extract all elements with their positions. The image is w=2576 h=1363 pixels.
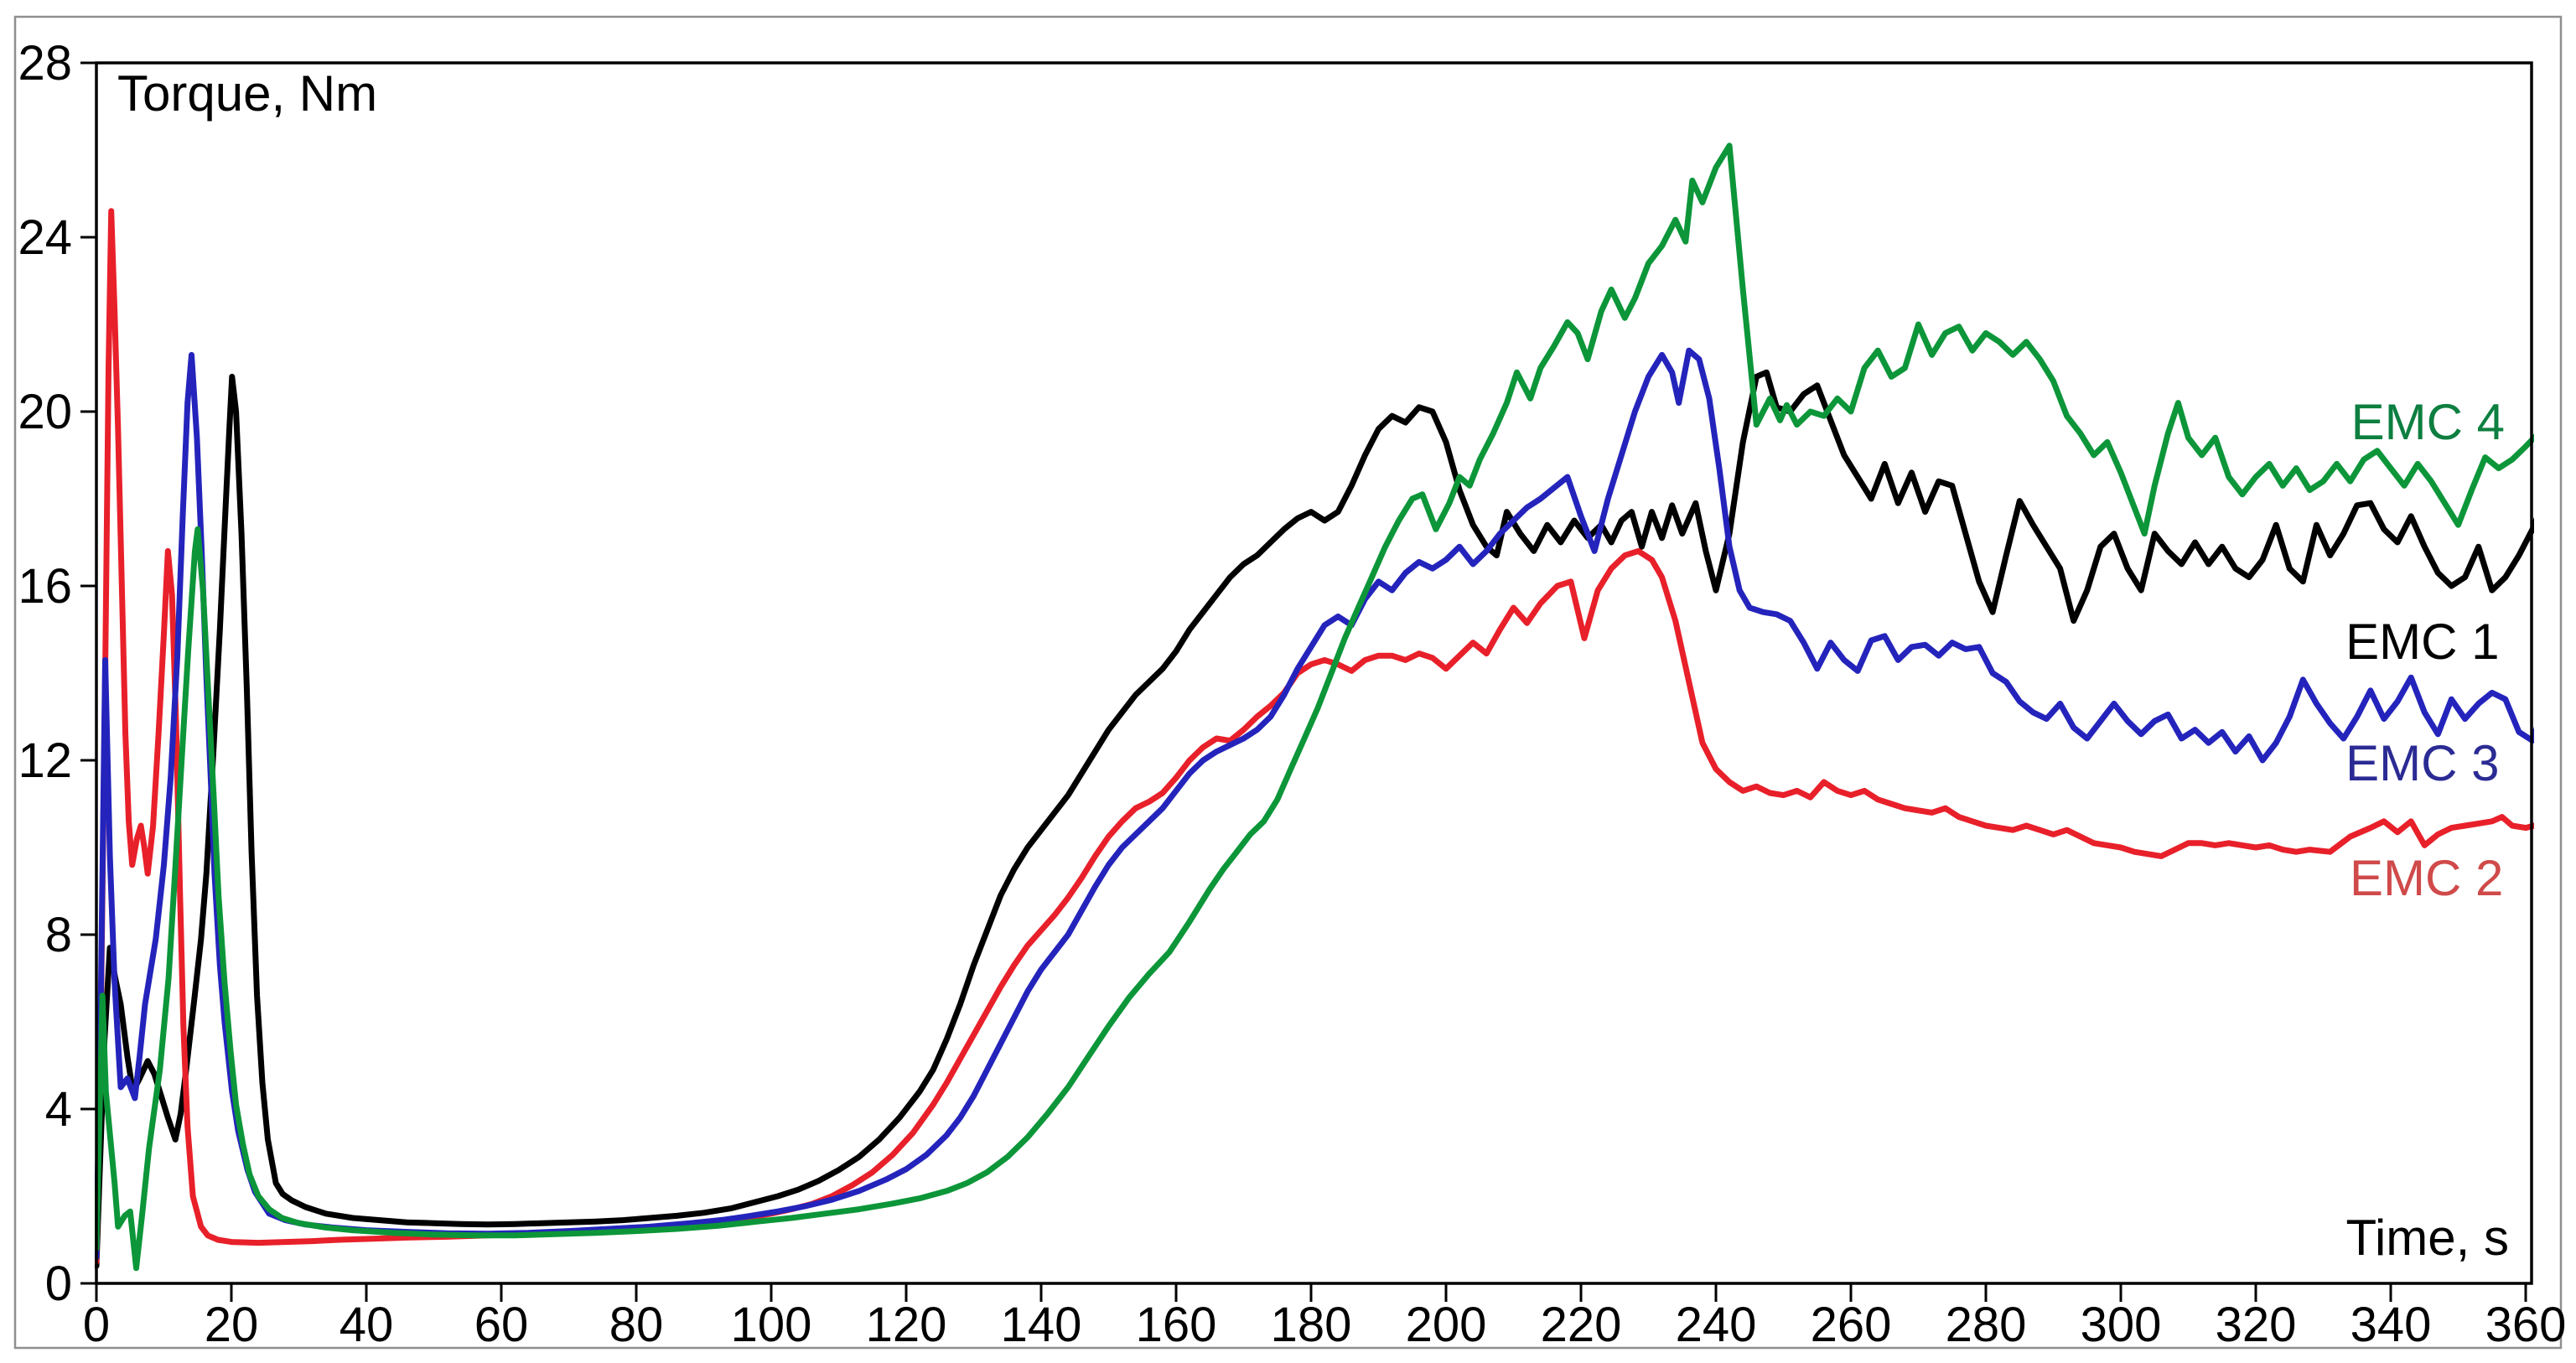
series-curves (95, 143, 2534, 1272)
series-line-emc-4 (95, 143, 2534, 1272)
y-tick-label: 16 (18, 559, 72, 614)
x-tick-label: 360 (2485, 1298, 2567, 1352)
x-tick-label: 100 (731, 1298, 812, 1352)
x-tick-label: 260 (1811, 1298, 1892, 1352)
x-tick-label: 200 (1406, 1298, 1487, 1352)
x-tick-label: 240 (1676, 1298, 1757, 1352)
x-tick-label: 300 (2081, 1298, 2162, 1352)
y-axis-unit-label: Torque, Nm (117, 65, 377, 122)
series-label-emc2: EMC 2 (2350, 850, 2503, 906)
x-tick-label: 20 (205, 1298, 259, 1352)
x-tick-label: 180 (1271, 1298, 1352, 1352)
x-tick-label: 80 (609, 1298, 664, 1352)
y-tick-label: 4 (45, 1082, 72, 1137)
y-tick-label: 24 (18, 210, 72, 265)
y-tick-label: 20 (18, 385, 72, 439)
x-tick-label: 280 (1946, 1298, 2027, 1352)
axis-ticks (80, 61, 2527, 1302)
series-line-emc-2 (95, 208, 2534, 1265)
y-tick-label: 28 (18, 36, 72, 91)
x-tick-label: 140 (1001, 1298, 1082, 1352)
series-label-emc4: EMC 4 (2351, 394, 2505, 450)
x-tick-label: 340 (2351, 1298, 2432, 1352)
plot-frame (95, 61, 2533, 1285)
y-tick-label: 12 (18, 733, 72, 788)
x-tick-label: 120 (866, 1298, 947, 1352)
x-tick-label: 0 (83, 1298, 110, 1352)
x-tick-label: 320 (2216, 1298, 2297, 1352)
x-tick-label: 220 (1541, 1298, 1622, 1352)
series-label-emc1: EMC 1 (2345, 614, 2499, 670)
y-tick-label: 8 (45, 908, 72, 962)
x-tick-label: 160 (1136, 1298, 1217, 1352)
series-line-emc-1 (95, 369, 2534, 1269)
series-label-emc3: EMC 3 (2345, 735, 2499, 791)
y-tick-label: 0 (45, 1257, 72, 1311)
x-axis-unit-label: Time, s (2346, 1210, 2509, 1266)
x-tick-label: 60 (474, 1298, 529, 1352)
x-tick-label: 40 (339, 1298, 394, 1352)
